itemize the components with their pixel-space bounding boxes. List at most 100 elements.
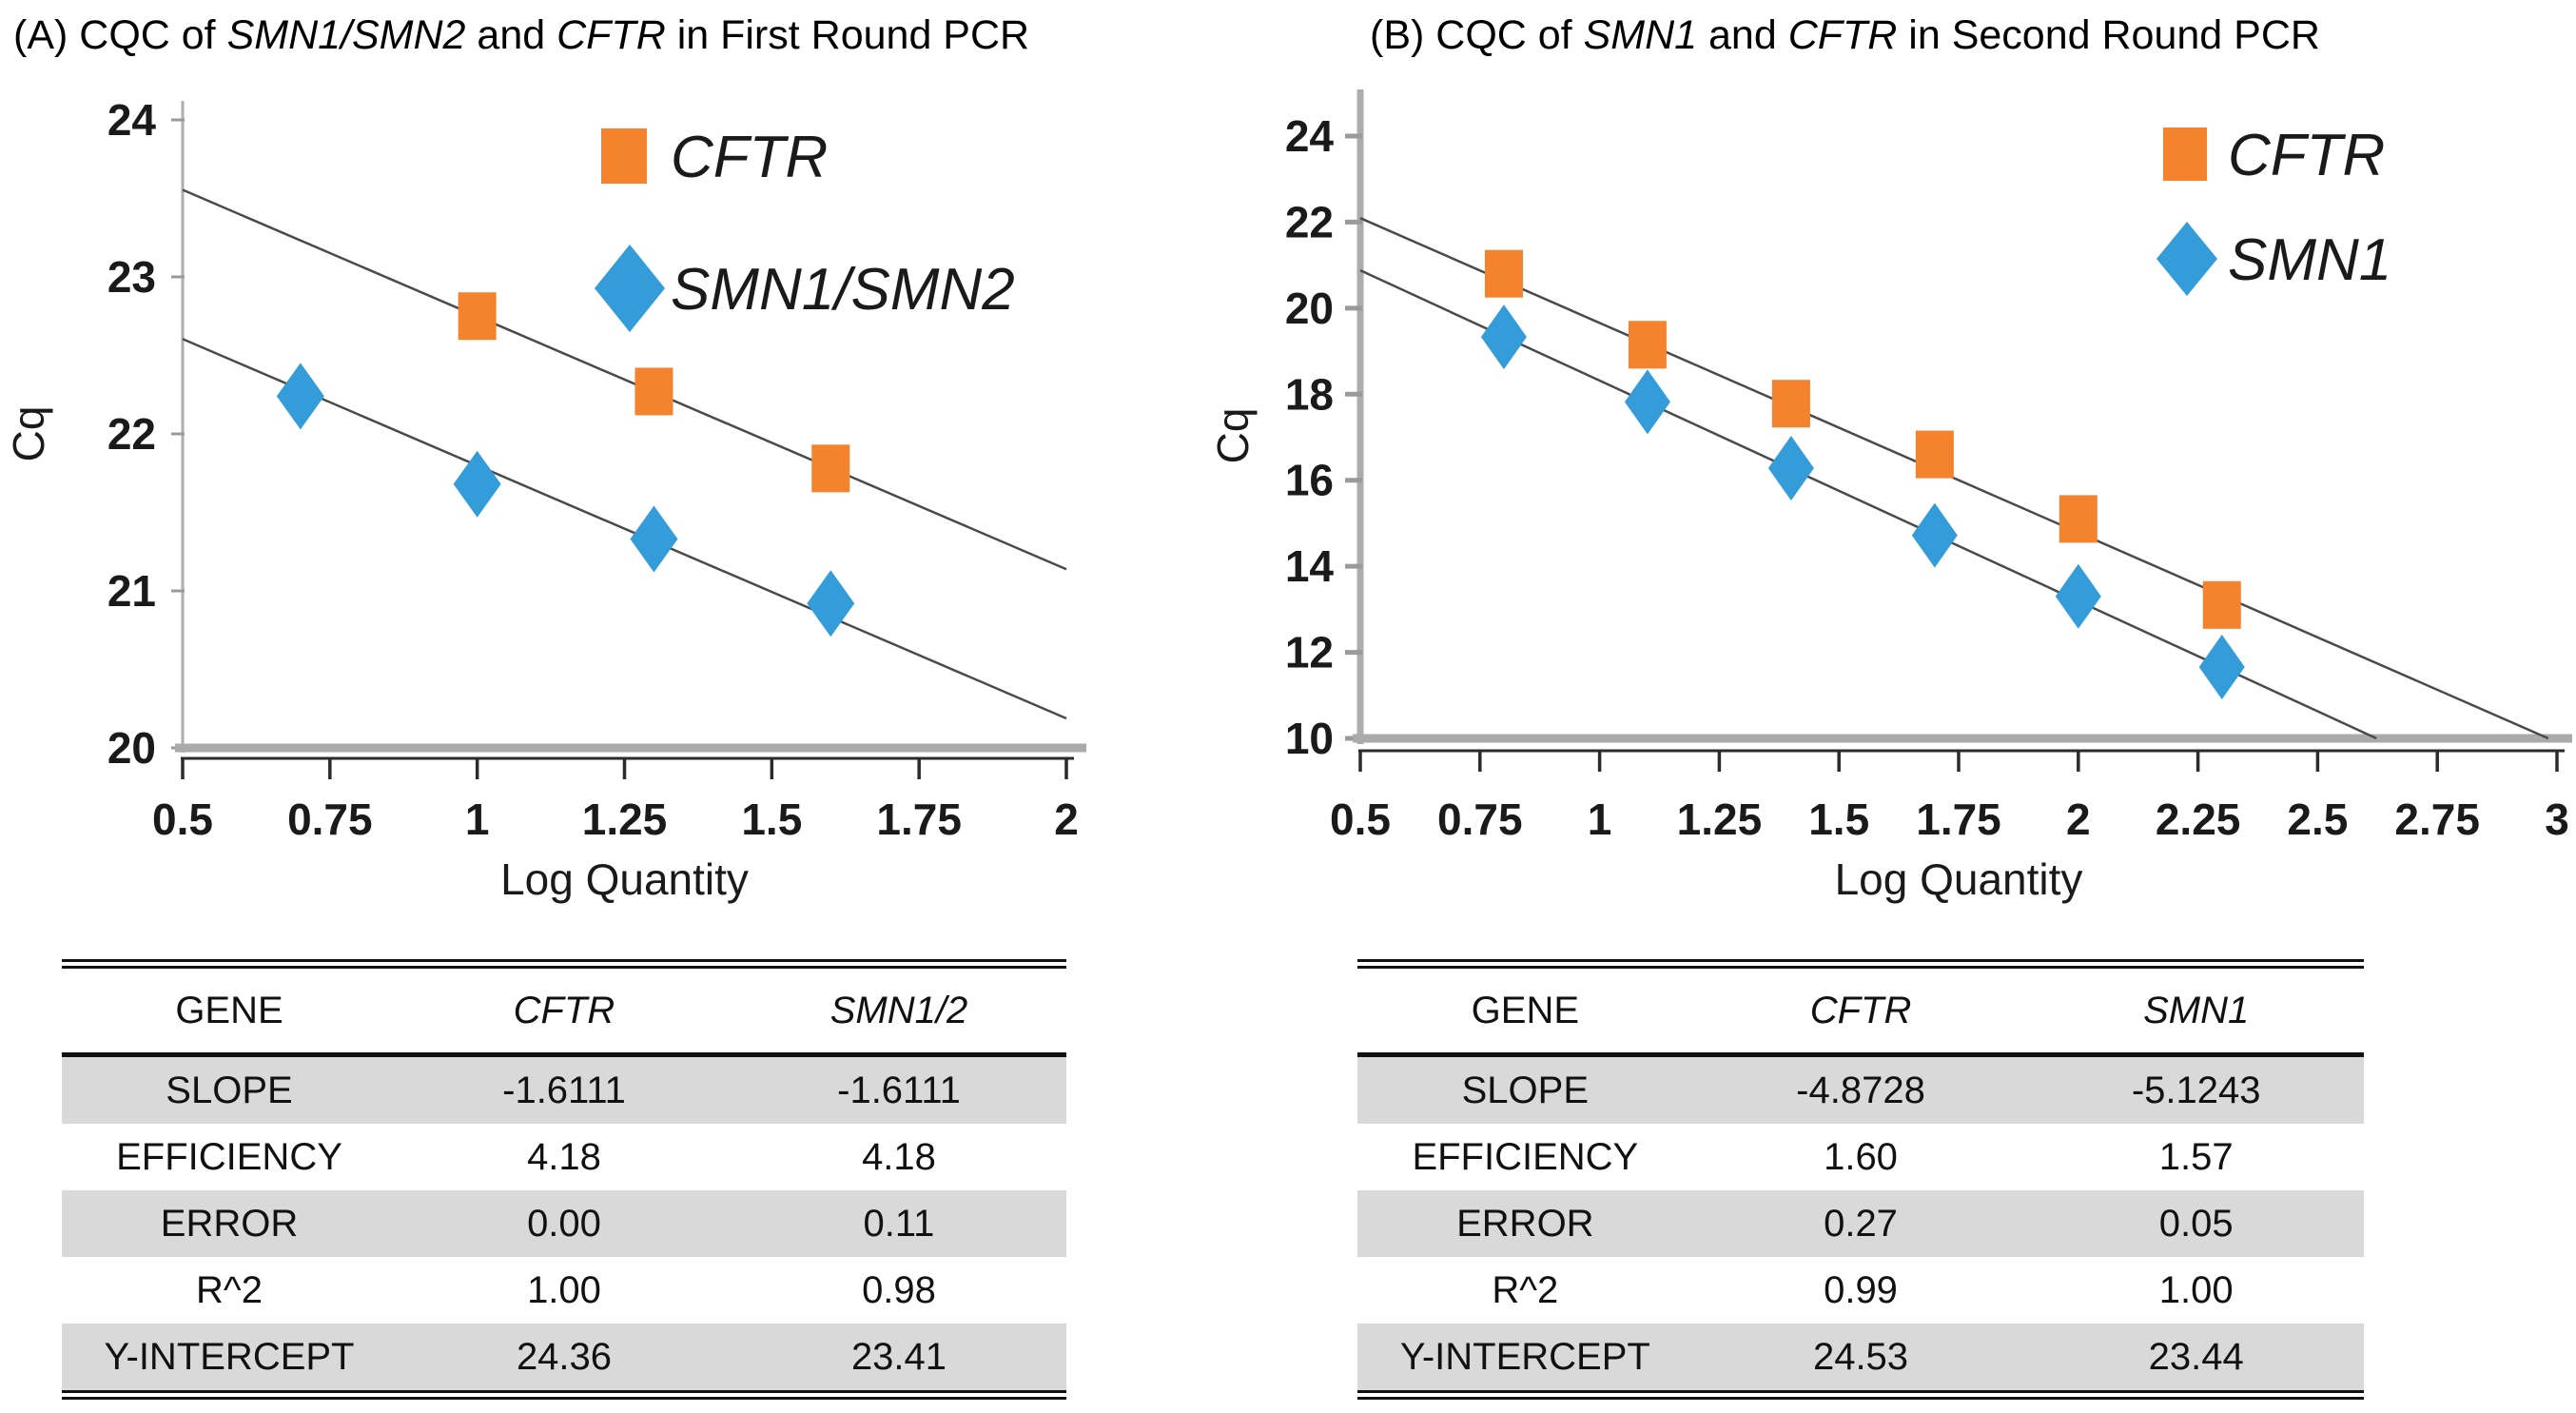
table-a-slope-smn: -1.6111 bbox=[837, 1069, 961, 1111]
table-a-header-cftr: CFTR bbox=[513, 989, 615, 1031]
x-tick-label: 1 bbox=[465, 795, 490, 844]
y-tick-label: 20 bbox=[107, 723, 156, 773]
x-tick-label: 1.25 bbox=[1677, 795, 1763, 844]
panel-b-title: (B) CQC of SMN1 and CFTR in Second Round… bbox=[1370, 11, 2320, 61]
table-row-slope: SLOPE -4.8728 -5.1243 bbox=[1357, 1057, 2364, 1124]
x-tick-label: 1.75 bbox=[1916, 795, 2001, 844]
table-b-yintercept-cftr: 24.53 bbox=[1812, 1335, 1909, 1378]
legend-marker-CFTR bbox=[601, 128, 647, 184]
legend-label-CFTR: CFTR bbox=[2228, 123, 2385, 188]
data-point-CFTR bbox=[2059, 495, 2098, 543]
data-point-CFTR bbox=[1915, 430, 1954, 479]
y-tick-label: 14 bbox=[1285, 541, 1335, 591]
panel-a-title-prefix: (A) CQC of bbox=[13, 12, 227, 58]
data-point-SMN1 bbox=[1767, 436, 1814, 501]
x-tick-label: 0.75 bbox=[287, 795, 373, 844]
y-tick-label: 20 bbox=[1285, 284, 1334, 333]
legend-marker-SMN1/SMN2 bbox=[595, 245, 665, 332]
data-point-SMN1/SMN2 bbox=[453, 450, 501, 518]
table-a-yintercept-label: Y-INTERCEPT bbox=[104, 1335, 355, 1378]
table-row-error: ERROR 0.00 0.11 bbox=[62, 1190, 1066, 1257]
data-point-SMN1 bbox=[2055, 563, 2101, 629]
x-tick-label: 2 bbox=[2066, 795, 2091, 844]
x-tick-label: 1.75 bbox=[876, 795, 962, 844]
y-tick-label: 23 bbox=[107, 252, 156, 302]
panel-a-title-gene1: SMN1/SMN2 bbox=[226, 12, 466, 58]
y-tick-label: 18 bbox=[1285, 369, 1334, 419]
x-axis-title: Log Quantity bbox=[500, 854, 749, 904]
x-tick-label: 2.5 bbox=[2287, 795, 2348, 844]
y-tick-label: 10 bbox=[1285, 714, 1334, 763]
panel-b-title-mid: and bbox=[1697, 12, 1788, 58]
data-point-SMN1/SMN2 bbox=[630, 505, 678, 573]
table-row-yintercept: Y-INTERCEPT 24.53 23.44 bbox=[1357, 1324, 2364, 1390]
data-point-CFTR bbox=[1771, 380, 1810, 428]
stats-table-a: GENE CFTR SMN1/2 SLOPE -1.6111 -1.6111 E… bbox=[62, 959, 1066, 1400]
stats-table-a-header-row: GENE CFTR SMN1/2 bbox=[62, 969, 1066, 1057]
y-tick-label: 24 bbox=[107, 95, 157, 145]
table-b-error-label: ERROR bbox=[1456, 1202, 1594, 1245]
table-a-efficiency-smn: 4.18 bbox=[862, 1135, 936, 1178]
data-point-SMN1 bbox=[2198, 634, 2245, 699]
table-a-r2-cftr: 1.00 bbox=[527, 1268, 601, 1311]
panel-b-title-gene2: CFTR bbox=[1787, 12, 1898, 58]
table-b-efficiency-label: EFFICIENCY bbox=[1412, 1135, 1639, 1178]
table-row-r2: R^2 1.00 0.98 bbox=[62, 1257, 1066, 1324]
table-b-header-smn: SMN1 bbox=[2143, 989, 2250, 1031]
x-tick-label: 3 bbox=[2545, 795, 2569, 844]
data-point-SMN1/SMN2 bbox=[276, 363, 324, 430]
x-tick-label: 0.75 bbox=[1437, 795, 1523, 844]
data-point-CFTR bbox=[458, 292, 497, 341]
table-b-yintercept-smn: 23.44 bbox=[2148, 1335, 2244, 1378]
panel-a-title: (A) CQC of SMN1/SMN2 and CFTR in First R… bbox=[13, 11, 1029, 61]
x-baseline bbox=[175, 743, 1086, 753]
table-row-error: ERROR 0.27 0.05 bbox=[1357, 1190, 2364, 1257]
legend-marker-SMN1 bbox=[2156, 222, 2217, 296]
table-b-header-gene: GENE bbox=[1471, 989, 1580, 1031]
table-row-slope: SLOPE -1.6111 -1.6111 bbox=[62, 1057, 1066, 1124]
table-a-yintercept-smn: 23.41 bbox=[850, 1335, 947, 1378]
table-b-slope-cftr: -4.8728 bbox=[1796, 1069, 1925, 1111]
table-a-r2-smn: 0.98 bbox=[862, 1268, 936, 1311]
table-row-efficiency: EFFICIENCY 1.60 1.57 bbox=[1357, 1124, 2364, 1190]
table-a-r2-label: R^2 bbox=[196, 1268, 263, 1311]
table-a-efficiency-cftr: 4.18 bbox=[527, 1135, 601, 1178]
legend-label-SMN1/SMN2: SMN1/SMN2 bbox=[671, 257, 1015, 323]
table-row-r2: R^2 0.99 1.00 bbox=[1357, 1257, 2364, 1324]
x-tick-label: 1.5 bbox=[1808, 795, 1869, 844]
table-a-error-label: ERROR bbox=[160, 1202, 299, 1245]
table-row-efficiency: EFFICIENCY 4.18 4.18 bbox=[62, 1124, 1066, 1190]
table-a-header-gene: GENE bbox=[175, 989, 283, 1031]
y-tick-label: 21 bbox=[107, 566, 156, 616]
data-point-CFTR bbox=[2202, 580, 2241, 629]
panel-a-title-mid: and bbox=[465, 12, 557, 58]
data-point-SMN1 bbox=[1480, 304, 1527, 370]
y-tick-label: 16 bbox=[1285, 456, 1334, 505]
table-b-efficiency-smn: 1.57 bbox=[2158, 1135, 2234, 1178]
panel-a-title-gene2: CFTR bbox=[556, 12, 666, 58]
x-tick-label: 0.5 bbox=[1330, 795, 1391, 844]
legend-label-SMN1: SMN1 bbox=[2228, 227, 2391, 293]
legend-marker-CFTR bbox=[2163, 128, 2207, 181]
table-b-r2-smn: 1.00 bbox=[2158, 1268, 2234, 1311]
data-point-SMN1 bbox=[1624, 369, 1670, 435]
data-point-SMN1 bbox=[1911, 502, 1958, 568]
trendline-CFTR bbox=[182, 188, 1067, 571]
panel-b-title-prefix: (B) CQC of bbox=[1370, 12, 1584, 58]
data-point-CFTR bbox=[1484, 249, 1523, 298]
x-tick-label: 2 bbox=[1054, 795, 1079, 844]
x-baseline bbox=[1353, 734, 2572, 743]
legend-label-CFTR: CFTR bbox=[671, 125, 828, 190]
data-point-CFTR bbox=[811, 444, 850, 493]
y-tick-label: 22 bbox=[1285, 197, 1334, 246]
data-point-CFTR bbox=[1628, 321, 1667, 369]
table-b-header-cftr: CFTR bbox=[1809, 989, 1912, 1031]
table-row-yintercept: Y-INTERCEPT 24.36 23.41 bbox=[62, 1324, 1066, 1390]
table-b-r2-label: R^2 bbox=[1492, 1268, 1559, 1311]
table-a-yintercept-cftr: 24.36 bbox=[516, 1335, 613, 1378]
table-a-efficiency-label: EFFICIENCY bbox=[116, 1135, 342, 1178]
table-a-error-cftr: 0.00 bbox=[527, 1202, 601, 1245]
trendline-CFTR bbox=[1359, 217, 2549, 740]
table-b-efficiency-cftr: 1.60 bbox=[1824, 1135, 1898, 1178]
